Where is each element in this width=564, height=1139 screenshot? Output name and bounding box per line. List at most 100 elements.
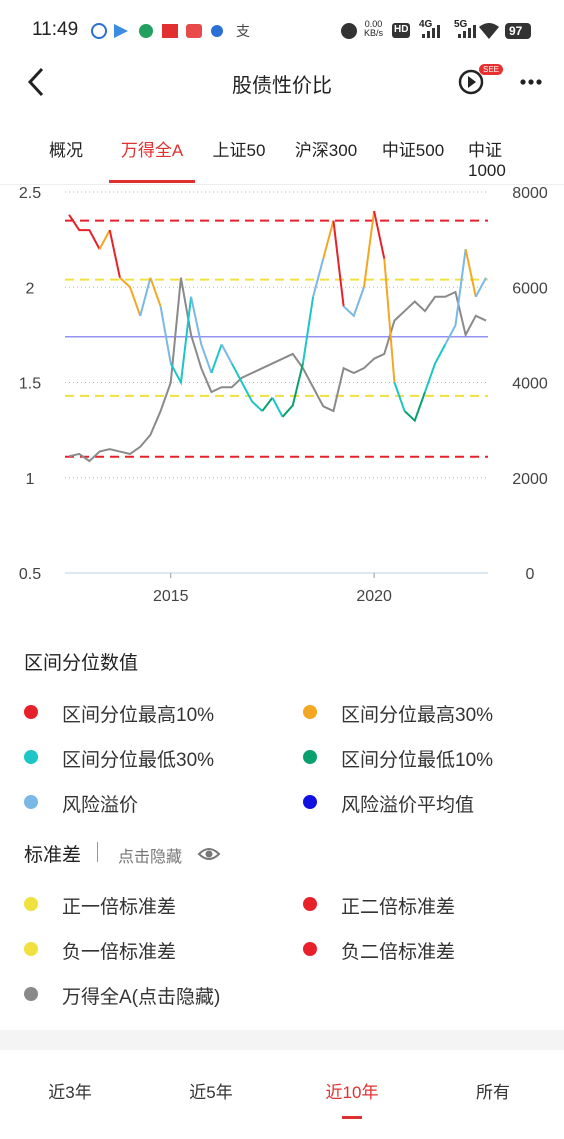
hide-hint[interactable]: 点击隐藏 — [118, 849, 183, 866]
quantile-title: 区间分位数值 — [24, 653, 139, 674]
legend-item[interactable]: 区间分位最高30% — [341, 705, 494, 726]
premium-line — [362, 210, 376, 288]
y2-tick-label: 2000 — [512, 471, 548, 488]
y-tick-label: 1 — [26, 471, 35, 488]
divider — [97, 842, 98, 862]
legend-dot[interactable] — [303, 942, 317, 956]
y2-tick-label: 0 — [526, 566, 535, 583]
premium-line — [119, 276, 142, 317]
bottom-tab[interactable]: 近5年 — [189, 1083, 233, 1102]
premium-line — [98, 229, 111, 250]
y2-tick-label: 4000 — [512, 376, 548, 393]
x-tick-label: 2015 — [153, 588, 189, 605]
header-actions[interactable] — [456, 64, 546, 100]
y2-tick-label: 8000 — [512, 185, 548, 202]
premium-line — [139, 277, 152, 317]
bottom-tab[interactable]: 所有 — [476, 1083, 510, 1102]
legend-dot[interactable] — [24, 897, 38, 911]
y-tick-label: 1.5 — [19, 376, 41, 393]
premium-line — [373, 210, 386, 259]
premium-line — [210, 344, 223, 374]
legend-item[interactable]: 正二倍标准差 — [341, 897, 456, 918]
net-speed: 0.00 KB/s — [364, 20, 383, 38]
premium-line — [220, 343, 233, 364]
status-icons: 支 — [91, 23, 250, 39]
premium-line — [159, 306, 172, 364]
y-tick-label: 2 — [26, 280, 35, 297]
premium-line — [474, 277, 487, 298]
premium-line — [444, 249, 467, 345]
premium-line — [332, 220, 345, 307]
premium-line — [230, 362, 263, 412]
net-speed-unit: KB/s — [364, 28, 384, 38]
premium-line — [464, 248, 477, 297]
premium-line — [261, 397, 274, 412]
premium-line — [322, 220, 335, 259]
legend-dot[interactable] — [303, 897, 317, 911]
premium-line — [301, 296, 315, 364]
legend-item[interactable]: 区间分位最低30% — [62, 750, 215, 771]
legend-item[interactable]: 风险溢价平均值 — [341, 795, 475, 816]
premium-line — [393, 382, 406, 412]
hd-label: HD — [394, 24, 409, 35]
status-time: 11:49 — [32, 19, 79, 40]
premium-line — [383, 258, 396, 383]
legend-dot[interactable] — [24, 942, 38, 956]
net-speed-value: 0.00 — [364, 19, 383, 29]
bottom-tab[interactable]: 近3年 — [48, 1083, 92, 1102]
net1-label: 4G — [419, 19, 433, 30]
svg-text:支: 支 — [236, 23, 250, 39]
premium-line — [108, 229, 121, 278]
legend-dot[interactable] — [24, 987, 38, 1001]
see-badge: SEE — [479, 64, 504, 75]
tab[interactable]: 中证1000 — [468, 141, 506, 180]
legend-dot[interactable] — [24, 705, 38, 719]
bottom-tab[interactable]: 近10年 — [325, 1083, 379, 1102]
back-button[interactable] — [24, 66, 50, 98]
legend-item[interactable]: 负一倍标准差 — [62, 942, 177, 963]
y-tick-label: 0.5 — [19, 566, 41, 583]
chart: 0.5 1 1.5 2 2.5 0 2000 4000 6000 8000 2015 2020 — [19, 185, 548, 605]
tab[interactable]: 万得全A — [120, 141, 184, 160]
legend-dot[interactable] — [303, 750, 317, 764]
premium-line — [169, 296, 193, 386]
net2-label: 5G — [454, 19, 468, 30]
legend-item[interactable]: 区间分位最高10% — [62, 705, 215, 726]
premium-line — [342, 286, 365, 318]
tab-underline — [109, 180, 195, 183]
tab[interactable]: 上证50 — [212, 141, 266, 160]
separator — [0, 1030, 564, 1050]
tab[interactable]: 沪深300 — [294, 141, 358, 160]
legend-item[interactable]: 负二倍标准差 — [341, 942, 456, 963]
x-tick-label: 2020 — [356, 588, 392, 605]
bottom-tab-underline — [342, 1116, 362, 1119]
battery-label: 97 — [509, 24, 523, 38]
tab-divider — [0, 184, 564, 185]
legend-dot[interactable] — [303, 795, 317, 809]
legend-dot[interactable] — [303, 705, 317, 719]
legend-item[interactable]: 区间分位最低10% — [341, 750, 494, 771]
premium-line — [281, 363, 304, 418]
premium-line — [312, 258, 325, 298]
tab[interactable]: 概况 — [49, 141, 83, 160]
legend-dot[interactable] — [24, 795, 38, 809]
legend-item[interactable]: 万得全A(点击隐藏) — [62, 987, 221, 1008]
y2-tick-label: 6000 — [512, 280, 548, 297]
legend-dot[interactable] — [24, 750, 38, 764]
page-title: 股债性价比 — [232, 75, 332, 97]
legend-item[interactable]: 正一倍标准差 — [62, 897, 177, 918]
status-right — [341, 23, 531, 39]
premium-line — [190, 296, 213, 374]
premium-line — [403, 391, 426, 423]
eye-icon[interactable] — [197, 843, 223, 865]
premium-line — [424, 343, 447, 393]
legend-item[interactable]: 风险溢价 — [62, 795, 139, 816]
premium-line — [149, 277, 162, 307]
premium-line — [271, 397, 284, 418]
std-title: 标准差 — [24, 845, 82, 866]
premium-line — [68, 214, 101, 250]
index-line — [68, 277, 487, 463]
y-tick-label: 2.5 — [19, 185, 41, 202]
tab[interactable]: 中证500 — [381, 141, 445, 160]
